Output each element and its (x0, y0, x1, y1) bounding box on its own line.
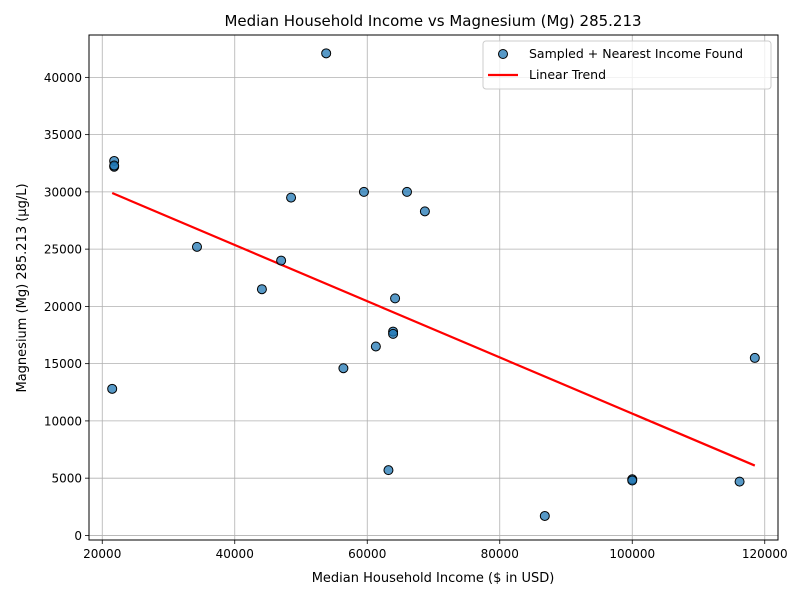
y-tick-label: 40000 (44, 71, 82, 85)
y-tick-label: 0 (74, 529, 82, 543)
y-tick-label: 25000 (44, 243, 82, 257)
data-point (370, 341, 381, 352)
data-point (734, 476, 745, 487)
data-point (388, 328, 399, 339)
data-point (390, 293, 401, 304)
y-tick-label: 35000 (44, 128, 82, 142)
data-point (109, 160, 120, 171)
data-point (627, 475, 638, 486)
data-point (276, 255, 287, 266)
x-tick-label: 80000 (481, 547, 519, 561)
data-point (402, 186, 412, 197)
data-point (539, 510, 550, 521)
x-tick-label: 100000 (609, 547, 655, 561)
legend: Sampled + Nearest Income Found Linear Tr… (482, 40, 772, 90)
x-tick-label: 120000 (742, 547, 788, 561)
data-point (749, 352, 760, 363)
y-tick-label: 30000 (44, 185, 82, 199)
data-point (383, 465, 394, 476)
legend-label-scatter: Sampled + Nearest Income Found (529, 46, 743, 61)
y-tick-label: 20000 (44, 300, 82, 314)
trend-line (111, 192, 756, 467)
x-tick-label: 60000 (348, 547, 386, 561)
data-point (256, 284, 267, 295)
grid-lines (89, 35, 778, 540)
data-point (419, 206, 430, 217)
y-tick-label: 10000 (44, 414, 82, 428)
data-point (321, 48, 332, 59)
legend-box (482, 40, 772, 90)
legend-label-trend: Linear Trend (529, 67, 606, 82)
y-axis-label: Magnesium (Mg) 285.213 (µg/L) (15, 183, 30, 392)
data-point (286, 192, 297, 203)
x-tick-label: 20000 (83, 547, 121, 561)
trend-line-group (111, 192, 756, 467)
y-axis-ticks: 0 5000 10000 15000 20000 25000 30000 35000 40000 (44, 71, 89, 543)
data-point (107, 383, 118, 394)
x-axis-ticks: 20000 40000 60000 80000 100000 120000 (83, 540, 788, 561)
data-point (358, 186, 369, 197)
plot-frame (88, 34, 779, 541)
y-tick-label: 5000 (51, 472, 82, 486)
data-point (191, 241, 202, 252)
chart-title: Median Household Income vs Magnesium (Mg… (224, 12, 641, 30)
x-axis-label: Median Household Income ($ in USD) (312, 571, 555, 586)
data-point (338, 363, 349, 374)
x-tick-label: 40000 (216, 547, 254, 561)
y-tick-label: 15000 (44, 357, 82, 371)
legend-scatter-marker (498, 49, 508, 59)
scatter-points (107, 48, 760, 521)
